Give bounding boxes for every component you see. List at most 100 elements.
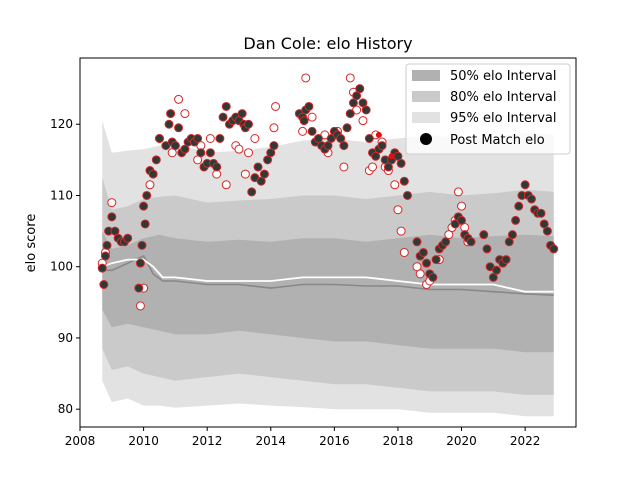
chart-title: Dan Cole: elo History <box>243 34 412 53</box>
legend-label-band80: 80% elo Interval <box>450 90 557 105</box>
elo-point <box>174 123 184 133</box>
x-tick-label: 2014 <box>255 434 286 448</box>
elo-point <box>339 141 349 151</box>
x-axis-ticks: 2008 2010 2012 2014 2016 2018 2020 2022 <box>65 427 541 448</box>
elo-point <box>212 162 222 172</box>
elo-outlier-point <box>396 226 406 236</box>
elo-point <box>399 176 409 186</box>
elo-point <box>140 219 150 229</box>
elo-outlier-point <box>180 109 190 119</box>
elo-outlier-point <box>368 162 378 172</box>
x-tick-label: 2022 <box>510 434 541 448</box>
elo-point <box>166 109 176 119</box>
elo-point <box>99 280 109 290</box>
elo-outlier-point <box>339 162 349 172</box>
elo-outlier-point <box>345 73 355 83</box>
elo-outlier-point <box>244 148 254 158</box>
elo-point <box>170 141 180 151</box>
legend-label-dot: Post Match elo <box>450 133 545 148</box>
elo-point <box>102 240 112 250</box>
elo-point <box>441 237 451 247</box>
elo-point <box>457 215 467 225</box>
elo-point <box>466 237 476 247</box>
elo-point <box>221 101 231 111</box>
elo-point <box>154 133 164 143</box>
y-tick-label: 90 <box>58 331 73 345</box>
elo-point <box>218 112 228 122</box>
legend-marker-dot <box>420 133 432 145</box>
elo-point <box>342 123 352 133</box>
elo-point <box>244 119 254 129</box>
elo-point <box>422 258 432 268</box>
x-tick-label: 2018 <box>383 434 414 448</box>
elo-point <box>253 162 263 172</box>
elo-point <box>139 201 149 211</box>
elo-point <box>205 148 215 158</box>
legend-swatch-band80 <box>412 91 440 102</box>
elo-point <box>501 255 511 265</box>
elo-point <box>269 141 279 151</box>
elo-outlier-point <box>174 94 184 104</box>
axes-frame <box>79 57 577 428</box>
elo-point <box>259 169 269 179</box>
elo-outlier-point <box>298 126 308 136</box>
elo-highlight-point <box>388 153 395 160</box>
elo-point <box>142 190 152 200</box>
elo-outlier-point <box>399 247 409 257</box>
x-tick-label: 2010 <box>128 434 159 448</box>
elo-outlier-point <box>135 301 145 311</box>
elo-outlier-point <box>145 180 155 190</box>
elo-point <box>511 215 521 225</box>
elo-point <box>137 240 147 250</box>
legend-label-band50: 50% elo Interval <box>450 69 557 84</box>
legend-box <box>405 63 571 155</box>
elo-point <box>492 265 502 275</box>
elo-point <box>247 187 257 197</box>
plot-area <box>97 73 559 417</box>
trend-lines <box>101 254 554 296</box>
elo-point <box>123 233 133 243</box>
y-axis-label: elo score <box>24 214 39 273</box>
elo-point <box>542 226 552 236</box>
legend-swatch-band50 <box>412 70 440 81</box>
elo-point <box>196 148 206 158</box>
elo-point <box>418 247 428 257</box>
elo-point <box>134 283 144 293</box>
elo-point <box>364 133 374 143</box>
elo-point <box>135 258 145 268</box>
elo-point <box>507 230 517 240</box>
elo-outlier-point <box>205 133 215 143</box>
elo-outlier-point <box>415 269 425 279</box>
elo-point <box>431 255 441 265</box>
y-axis-ticks: 80 90 100 110 120 <box>50 117 80 416</box>
elo-outlier-point <box>107 198 117 208</box>
elo-point <box>396 158 406 168</box>
legend-swatch-band95 <box>412 112 440 123</box>
elo-point <box>479 230 489 240</box>
x-tick-label: 2020 <box>446 434 477 448</box>
y-tick-label: 80 <box>58 402 73 416</box>
y-tick-label: 110 <box>50 188 73 202</box>
elo-point <box>237 109 247 119</box>
elo-outlier-point <box>240 169 250 179</box>
elo-point <box>549 244 559 254</box>
elo-outlier-point <box>307 112 317 122</box>
elo-point <box>164 119 174 129</box>
elo-point <box>307 126 317 136</box>
elo-outlier-point <box>221 180 231 190</box>
median-line <box>101 258 554 293</box>
elo-outlier-point <box>250 133 260 143</box>
elo-point <box>412 237 422 247</box>
elo-outlier-point <box>271 101 281 111</box>
elo-outlier-point <box>234 144 244 154</box>
x-tick-label: 2012 <box>192 434 223 448</box>
x-tick-label: 2008 <box>65 434 96 448</box>
elo-outlier-point <box>453 187 463 197</box>
elo-point <box>402 190 412 200</box>
elo-point <box>355 84 365 94</box>
elo-point <box>526 194 536 204</box>
elo-point <box>536 208 546 218</box>
elo-outlier-point <box>358 116 368 126</box>
elo-point <box>377 141 387 151</box>
